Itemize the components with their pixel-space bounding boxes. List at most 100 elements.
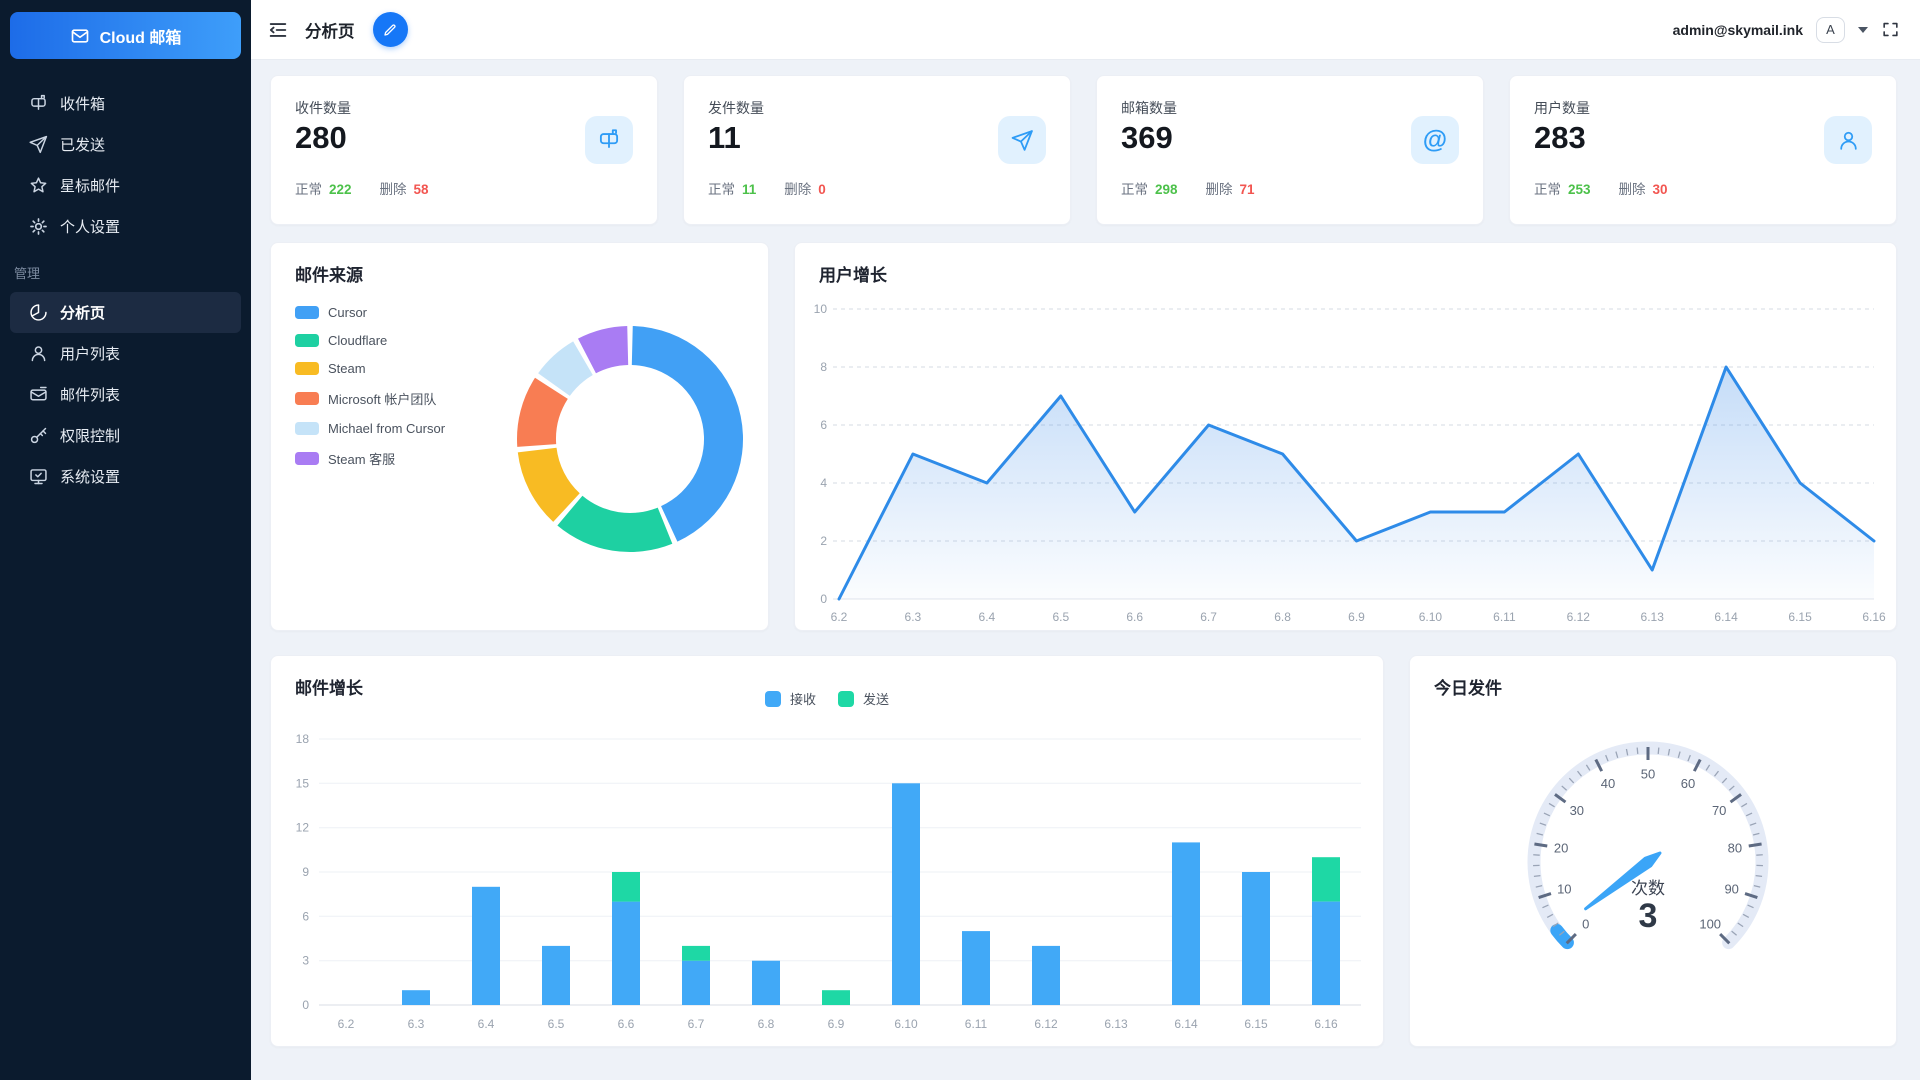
gauge-tick-label: 100 [1699, 917, 1721, 932]
x-tick-label: 6.7 [1200, 610, 1217, 624]
pie-slice[interactable] [631, 326, 744, 542]
gauge-tick [1546, 913, 1554, 918]
x-tick-label: 6.2 [831, 610, 848, 624]
bar-receive[interactable] [1032, 945, 1060, 1005]
bar-receive[interactable] [682, 960, 710, 1005]
gauge-tick [1752, 832, 1760, 836]
edit-button[interactable] [372, 12, 408, 47]
chevron-down-icon[interactable] [1858, 26, 1868, 33]
gauge-unit-label: 次数 [1631, 879, 1665, 898]
legend-item[interactable]: Michael from Cursor [295, 421, 445, 436]
x-tick-label: 6.14 [1714, 610, 1738, 624]
bar-receive[interactable] [612, 901, 640, 1005]
sidebar-item-label: 已发送 [60, 137, 106, 154]
sidebar-item-label: 权限控制 [60, 428, 121, 445]
stat-meta: 正常 253 删除 30 [1534, 178, 1668, 198]
bar-receive[interactable] [1312, 901, 1340, 1005]
y-tick-label: 18 [296, 732, 310, 746]
pie-slice[interactable] [557, 495, 673, 552]
legend-item[interactable]: Cursor [295, 305, 445, 320]
sidebar-item-inbox[interactable]: 收件箱 [0, 83, 251, 124]
legend-swatch [295, 334, 319, 347]
legend-item[interactable]: Microsoft 帐户团队 [295, 389, 445, 408]
normal-label: 正常 [295, 182, 322, 197]
bar-receive[interactable] [1172, 842, 1200, 1005]
bar-send[interactable] [612, 872, 640, 902]
gauge-tick [1577, 770, 1583, 777]
gauge-tick [1753, 885, 1761, 888]
x-tick-label: 6.11 [965, 1017, 988, 1031]
sidebar-item-analytics[interactable]: 分析页 [10, 292, 241, 333]
stat-value: 283 [1534, 120, 1586, 155]
legend-swatch [295, 392, 319, 405]
bar-receive[interactable] [752, 960, 780, 1005]
x-tick-label: 6.3 [408, 1017, 425, 1031]
sidebar-item-mail-list[interactable]: 邮件列表 [0, 374, 251, 415]
x-tick-label: 6.7 [688, 1017, 705, 1031]
bar-receive[interactable] [542, 945, 570, 1005]
gauge-tick [1728, 785, 1735, 791]
sidebar-item-label: 邮件列表 [60, 387, 121, 404]
pie-slice[interactable] [517, 447, 580, 522]
pie-slice[interactable] [538, 341, 593, 396]
sidebar-item-personal-settings[interactable]: 个人设置 [0, 206, 251, 247]
normal-label: 正常 [1534, 182, 1561, 197]
bar-send[interactable] [682, 945, 710, 961]
normal-value: 298 [1155, 182, 1178, 197]
gauge-tick-label: 90 [1724, 882, 1738, 897]
bar-receive[interactable] [402, 990, 430, 1005]
sidebar-item-system-settings[interactable]: 系统设置 [0, 456, 251, 497]
bar-send[interactable] [1312, 857, 1340, 902]
bar-receive[interactable] [472, 886, 500, 1005]
gauge-tick [1636, 747, 1639, 755]
gauge-tick-label: 50 [1641, 767, 1655, 782]
sidebar-item-permissions[interactable]: 权限控制 [0, 415, 251, 456]
bar-receive[interactable] [892, 783, 920, 1005]
menu-fold-icon[interactable] [267, 19, 289, 41]
bar-receive[interactable] [962, 931, 990, 1005]
gauge-value: 3 [1639, 897, 1658, 935]
gauge-tick [1744, 892, 1758, 899]
sidebar-section-label: 管理 [14, 266, 41, 281]
legend-item[interactable]: Steam 客服 [295, 449, 445, 468]
gauge-tick-label: 80 [1728, 841, 1742, 856]
x-tick-label: 6.8 [758, 1017, 775, 1031]
sidebar-item-label: 收件箱 [60, 96, 106, 113]
bar-send[interactable] [822, 990, 850, 1005]
x-tick-label: 6.5 [1052, 610, 1069, 624]
gauge-tick-label: 40 [1601, 776, 1615, 791]
legend-item[interactable]: 接收 [764, 689, 816, 708]
gauge-tick [1568, 777, 1575, 784]
legend-item[interactable]: Cloudflare [295, 333, 445, 348]
deleted-label: 删除 [379, 182, 407, 197]
legend-item[interactable]: Steam [295, 361, 445, 376]
pie-slice[interactable] [578, 326, 629, 374]
gauge-tick [1543, 812, 1551, 817]
gauge-tick [1558, 930, 1565, 936]
sidebar-item-sent[interactable]: 已发送 [0, 124, 251, 165]
fullscreen-icon[interactable] [1881, 20, 1900, 39]
normal-label: 正常 [708, 182, 735, 197]
gauge-tick-label: 0 [1582, 917, 1589, 932]
pie-slice[interactable] [517, 377, 568, 447]
bar-receive[interactable] [1242, 872, 1270, 1005]
gauge-tick [1533, 874, 1541, 878]
gear-icon [28, 216, 49, 237]
gauge-tick [1748, 842, 1762, 848]
gauge-tick [1534, 842, 1548, 848]
user-email: admin@skymail.ink [1672, 21, 1803, 38]
sidebar-menu: 收件箱 已发送 星标邮件 个人设置 管理 分析页 用户列表 [0, 83, 251, 497]
normal-value: 11 [742, 182, 757, 197]
main-content: 收件数量 280 正常 222 删除 58 发件数量 11 正常 11 删除 0 邮箱数… [251, 60, 1920, 1080]
legend-item[interactable]: 发送 [838, 689, 889, 708]
gauge-tick-label: 20 [1554, 841, 1568, 856]
app-logo-button[interactable]: Cloud 邮箱 [10, 12, 241, 59]
gauge-tick [1561, 785, 1568, 791]
sidebar-item-starred[interactable]: 星标邮件 [0, 165, 251, 206]
x-tick-label: 6.6 [1126, 610, 1143, 624]
sidebar-item-user-list[interactable]: 用户列表 [0, 333, 251, 374]
avatar[interactable]: A [1816, 16, 1845, 43]
gauge-tick [1585, 764, 1591, 771]
gauge-tick [1535, 885, 1543, 888]
